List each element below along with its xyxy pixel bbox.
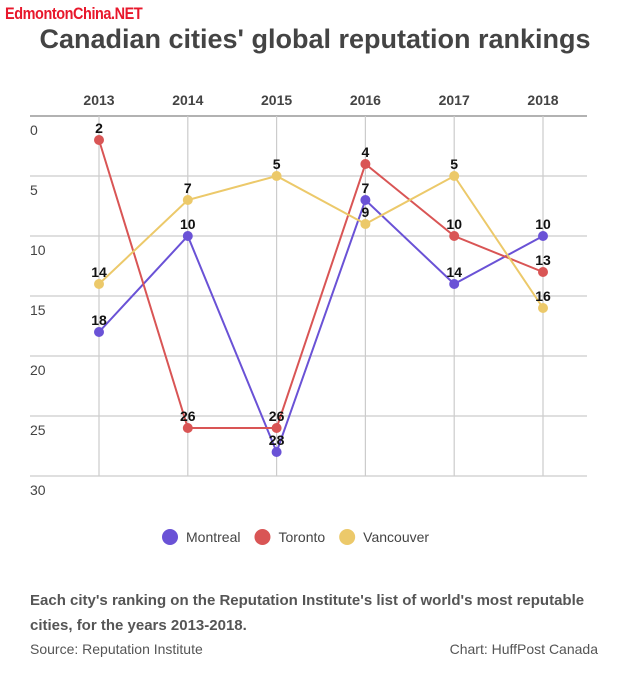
data-point-vancouver — [538, 303, 548, 313]
legend-label: Montreal — [186, 529, 240, 545]
data-point-toronto — [538, 267, 548, 277]
data-point-toronto — [449, 231, 460, 241]
data-point-vancouver — [360, 219, 371, 229]
data-label: 4 — [362, 144, 370, 160]
y-tick-label: 20 — [30, 362, 46, 378]
credit: Chart: HuffPost Canada — [449, 641, 598, 657]
data-label: 7 — [184, 180, 192, 196]
data-label: 10 — [180, 216, 196, 232]
legend-marker-montreal — [162, 529, 178, 545]
chart-title: Canadian cities' global reputation ranki… — [39, 24, 591, 54]
source: Source: Reputation Institute — [30, 641, 203, 657]
data-point-vancouver — [94, 279, 104, 289]
data-point-vancouver — [182, 195, 193, 205]
data-point-montreal — [271, 447, 282, 457]
data-point-montreal — [182, 231, 193, 241]
data-label: 2 — [95, 120, 103, 136]
data-label: 5 — [273, 156, 281, 172]
x-tick-label: 2014 — [172, 92, 203, 108]
legend-label: Vancouver — [363, 529, 429, 545]
data-point-vancouver — [271, 171, 282, 181]
x-tick-label: 2018 — [527, 92, 558, 108]
data-point-toronto — [271, 423, 282, 433]
x-tick-label: 2013 — [83, 92, 114, 108]
data-label: 14 — [91, 264, 107, 280]
y-tick-label: 10 — [30, 242, 46, 258]
y-tick-label: 15 — [30, 302, 46, 318]
data-point-montreal — [94, 327, 104, 337]
data-label: 7 — [362, 180, 370, 196]
x-tick-label: 2015 — [261, 92, 292, 108]
watermark: EdmontonChina.NET — [5, 4, 143, 23]
legend-label: Toronto — [278, 529, 325, 545]
series-line-toronto — [98, 139, 544, 429]
data-label: 10 — [446, 216, 462, 232]
data-label: 14 — [446, 264, 462, 280]
data-label: 5 — [450, 156, 458, 172]
data-label: 9 — [362, 204, 370, 220]
legend-marker-vancouver — [339, 529, 356, 545]
data-label: 10 — [535, 216, 551, 232]
series-line-vancouver — [98, 174, 544, 309]
data-label: 16 — [535, 288, 551, 304]
data-point-toronto — [94, 135, 104, 145]
legend-marker-toronto — [254, 529, 271, 545]
data-point-montreal — [360, 195, 371, 205]
data-point-vancouver — [449, 171, 460, 181]
y-tick-label: 25 — [30, 422, 46, 438]
data-point-montreal — [538, 231, 548, 241]
y-tick-label: 0 — [30, 122, 38, 138]
x-tick-label: 2016 — [350, 92, 381, 108]
series-line-montreal — [98, 198, 544, 455]
y-tick-label: 5 — [30, 182, 38, 198]
chart-note: Each city's ranking on the Reputation In… — [30, 592, 585, 634]
data-point-toronto — [360, 159, 371, 169]
data-label: 13 — [535, 252, 551, 268]
y-tick-label: 30 — [30, 482, 46, 498]
data-label: 26 — [269, 408, 285, 424]
data-label: 18 — [91, 312, 107, 328]
x-tick-label: 2017 — [439, 92, 470, 108]
data-label: 26 — [180, 408, 196, 424]
data-point-montreal — [449, 279, 460, 289]
data-point-toronto — [182, 423, 193, 433]
data-label: 28 — [269, 432, 285, 448]
